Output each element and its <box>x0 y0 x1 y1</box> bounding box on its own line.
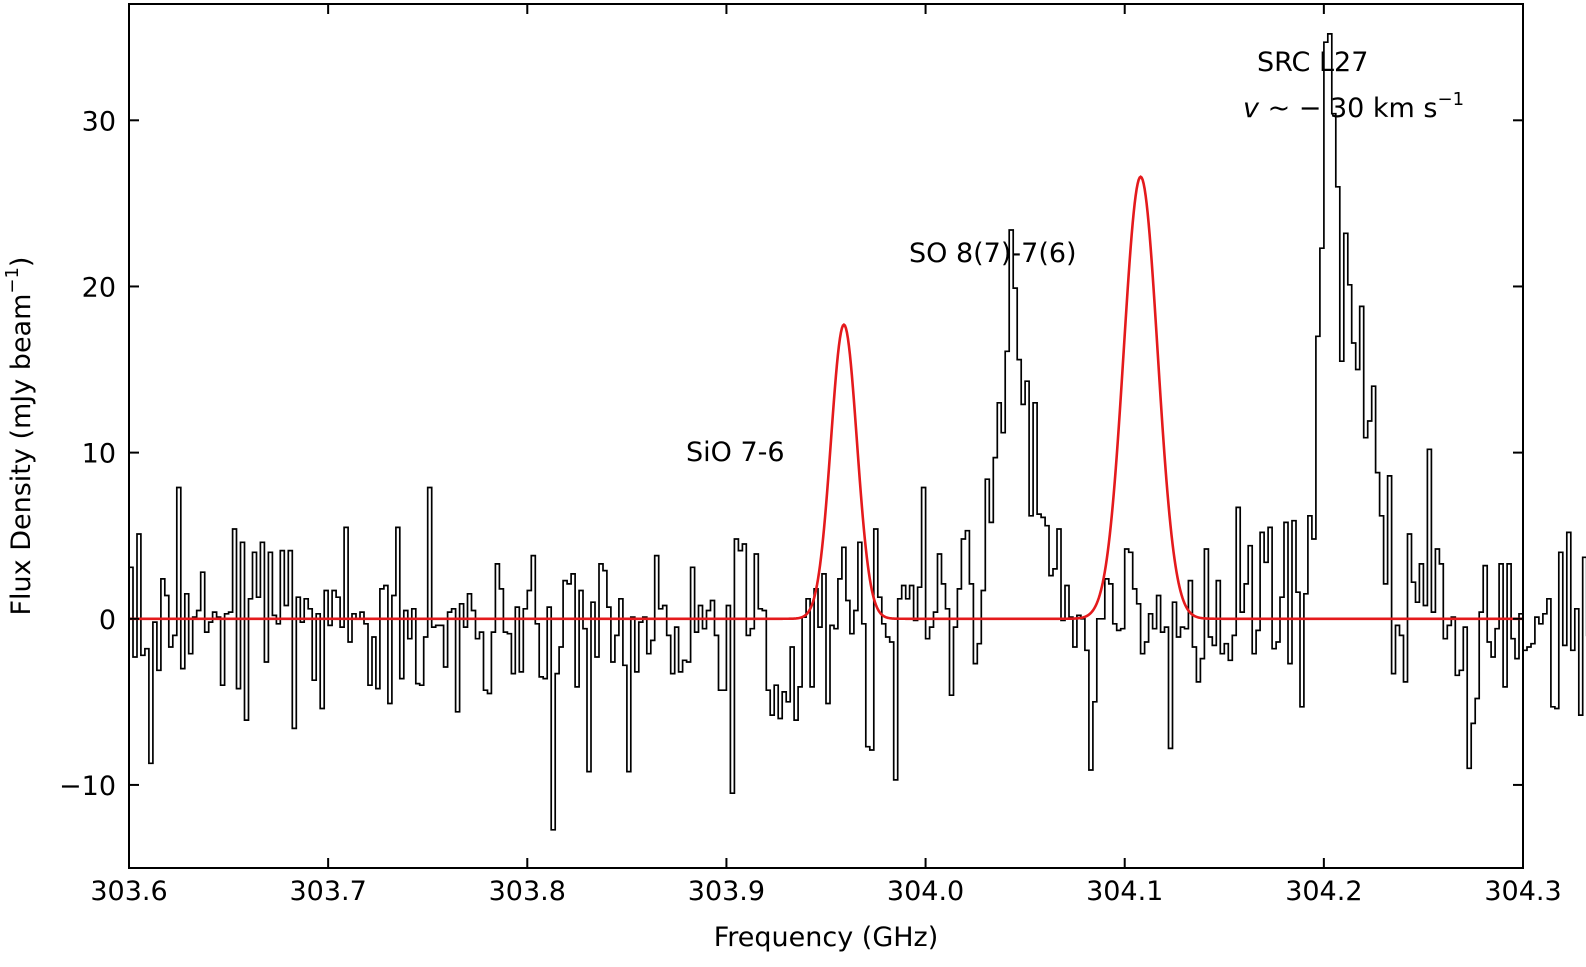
y-axis-label: Flux Density (mJy beam−1) <box>2 257 37 616</box>
x-tick-label: 304.2 <box>1285 876 1362 907</box>
line-label-so: SO 8(7)-7(6) <box>909 238 1077 269</box>
x-tick-label: 304.0 <box>887 876 964 907</box>
x-tick-label: 303.9 <box>688 876 765 907</box>
plot-area <box>129 33 1586 831</box>
y-tick-label: 0 <box>99 605 116 636</box>
x-tick-label: 304.3 <box>1484 876 1561 907</box>
x-tick-label: 303.6 <box>90 876 167 907</box>
line-label-sio: SiO 7-6 <box>686 437 785 468</box>
x-tick-label: 304.1 <box>1086 876 1163 907</box>
y-tick-label: 20 <box>82 272 116 303</box>
y-tick-label: 30 <box>82 106 116 137</box>
velocity-label: v ~ − 30 km s−1 <box>1243 89 1464 124</box>
velocity-superscript: −1 <box>1438 89 1465 110</box>
y-axis-label-superscript: −1 <box>2 267 23 294</box>
x-axis-label: Frequency (GHz) <box>714 922 939 953</box>
x-tick-label: 303.8 <box>489 876 566 907</box>
gaussian-fit-line <box>129 175 1523 621</box>
y-tick-label: 10 <box>82 439 116 470</box>
source-label: SRC L27 <box>1257 47 1368 78</box>
y-tick-label: −10 <box>59 771 116 802</box>
axis-ticks: 303.6 303.7 303.8 303.9 304.0 304.1 304.2 304.3… <box>59 4 1562 907</box>
plot-frame <box>128 3 1524 869</box>
x-tick-label: 303.7 <box>289 876 366 907</box>
